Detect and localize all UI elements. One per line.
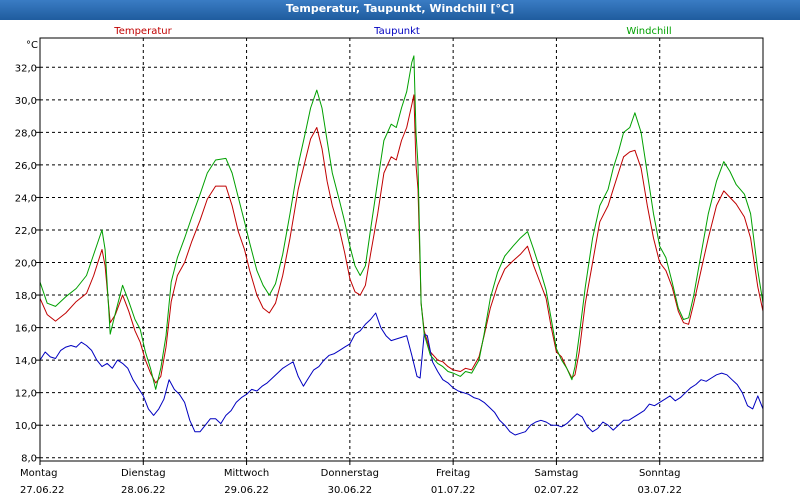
x-tick-date: 30.06.22 [328, 485, 373, 496]
x-tick-date: 02.07.22 [534, 485, 579, 496]
series-line-temperatur [39, 94, 764, 384]
legend-entry-windchill: Windchill [626, 26, 671, 37]
series-line-taupunkt [39, 312, 764, 436]
series-lines [39, 55, 764, 436]
x-tick-day: Sonntag [639, 468, 681, 479]
y-tick-label: 12,0 [15, 389, 37, 400]
y-tick-label: 8,0 [21, 454, 37, 465]
x-tick-day: Samstag [535, 468, 579, 479]
y-tick-label: 24,0 [15, 193, 37, 204]
y-tick-label: 16,0 [15, 324, 37, 335]
chart-title: Temperatur, Taupunkt, Windchill [°C] [0, 0, 800, 20]
y-tick-label: 20,0 [15, 259, 37, 270]
legend: Temperatur Taupunkt Windchill [113, 26, 671, 37]
x-tick-day: Montag [20, 468, 57, 479]
x-tick-date: 01.07.22 [431, 485, 476, 496]
y-axis-unit: °C [26, 40, 38, 51]
x-tick-day: Donnerstag [321, 468, 379, 479]
y-tick-label: 18,0 [15, 291, 37, 302]
y-tick-label: 26,0 [15, 161, 37, 172]
y-axis-ticks: 8,0 10,0 12,0 14,0 16,0 18,0 20,0 22,0 24,0 26,0 2… [15, 63, 40, 465]
plot-area-border [39, 37, 764, 462]
legend-entry-temperatur: Temperatur [113, 26, 172, 37]
grid [40, 38, 763, 461]
x-axis-ticks: Montag 27.06.22 Dienstag 28.06.22 Mittwoch 29… [20, 461, 682, 496]
x-tick-date: 03.07.22 [637, 485, 682, 496]
y-tick-label: 10,0 [15, 421, 37, 432]
y-tick-label: 30,0 [15, 96, 37, 107]
x-tick-date: 27.06.22 [20, 485, 65, 496]
x-tick-date: 29.06.22 [224, 485, 269, 496]
x-tick-day: Mittwoch [224, 468, 269, 479]
x-tick-day: Dienstag [121, 468, 166, 479]
x-tick-day: Freitag [436, 468, 470, 479]
y-tick-label: 14,0 [15, 356, 37, 367]
x-tick-date: 28.06.22 [121, 485, 166, 496]
series-line-windchill [39, 55, 764, 390]
y-tick-label: 32,0 [15, 63, 37, 74]
legend-entry-taupunkt: Taupunkt [373, 26, 420, 37]
y-tick-label: 28,0 [15, 128, 37, 139]
y-tick-label: 22,0 [15, 226, 37, 237]
